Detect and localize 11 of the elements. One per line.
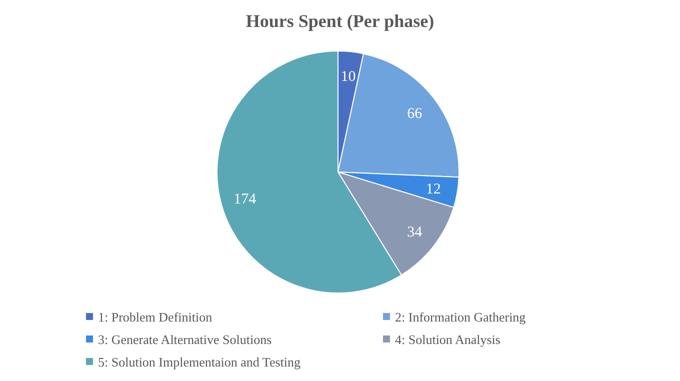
chart-title: Hours Spent (Per phase)	[246, 11, 434, 31]
data-label: 34	[407, 224, 423, 240]
data-label: 12	[426, 182, 441, 198]
legend-label: 4: Solution Analysis	[395, 332, 500, 348]
legend-label: 5: Solution Implementaion and Testing	[98, 354, 301, 370]
data-label: 66	[407, 106, 423, 122]
legend-label: 1: Problem Definition	[98, 310, 213, 325]
data-label: 10	[340, 68, 356, 85]
legend-label: 2: Information Gathering	[395, 310, 526, 325]
data-label: 174	[234, 192, 257, 208]
legend-label: 3: Generate Alternative Solutions	[98, 332, 272, 348]
